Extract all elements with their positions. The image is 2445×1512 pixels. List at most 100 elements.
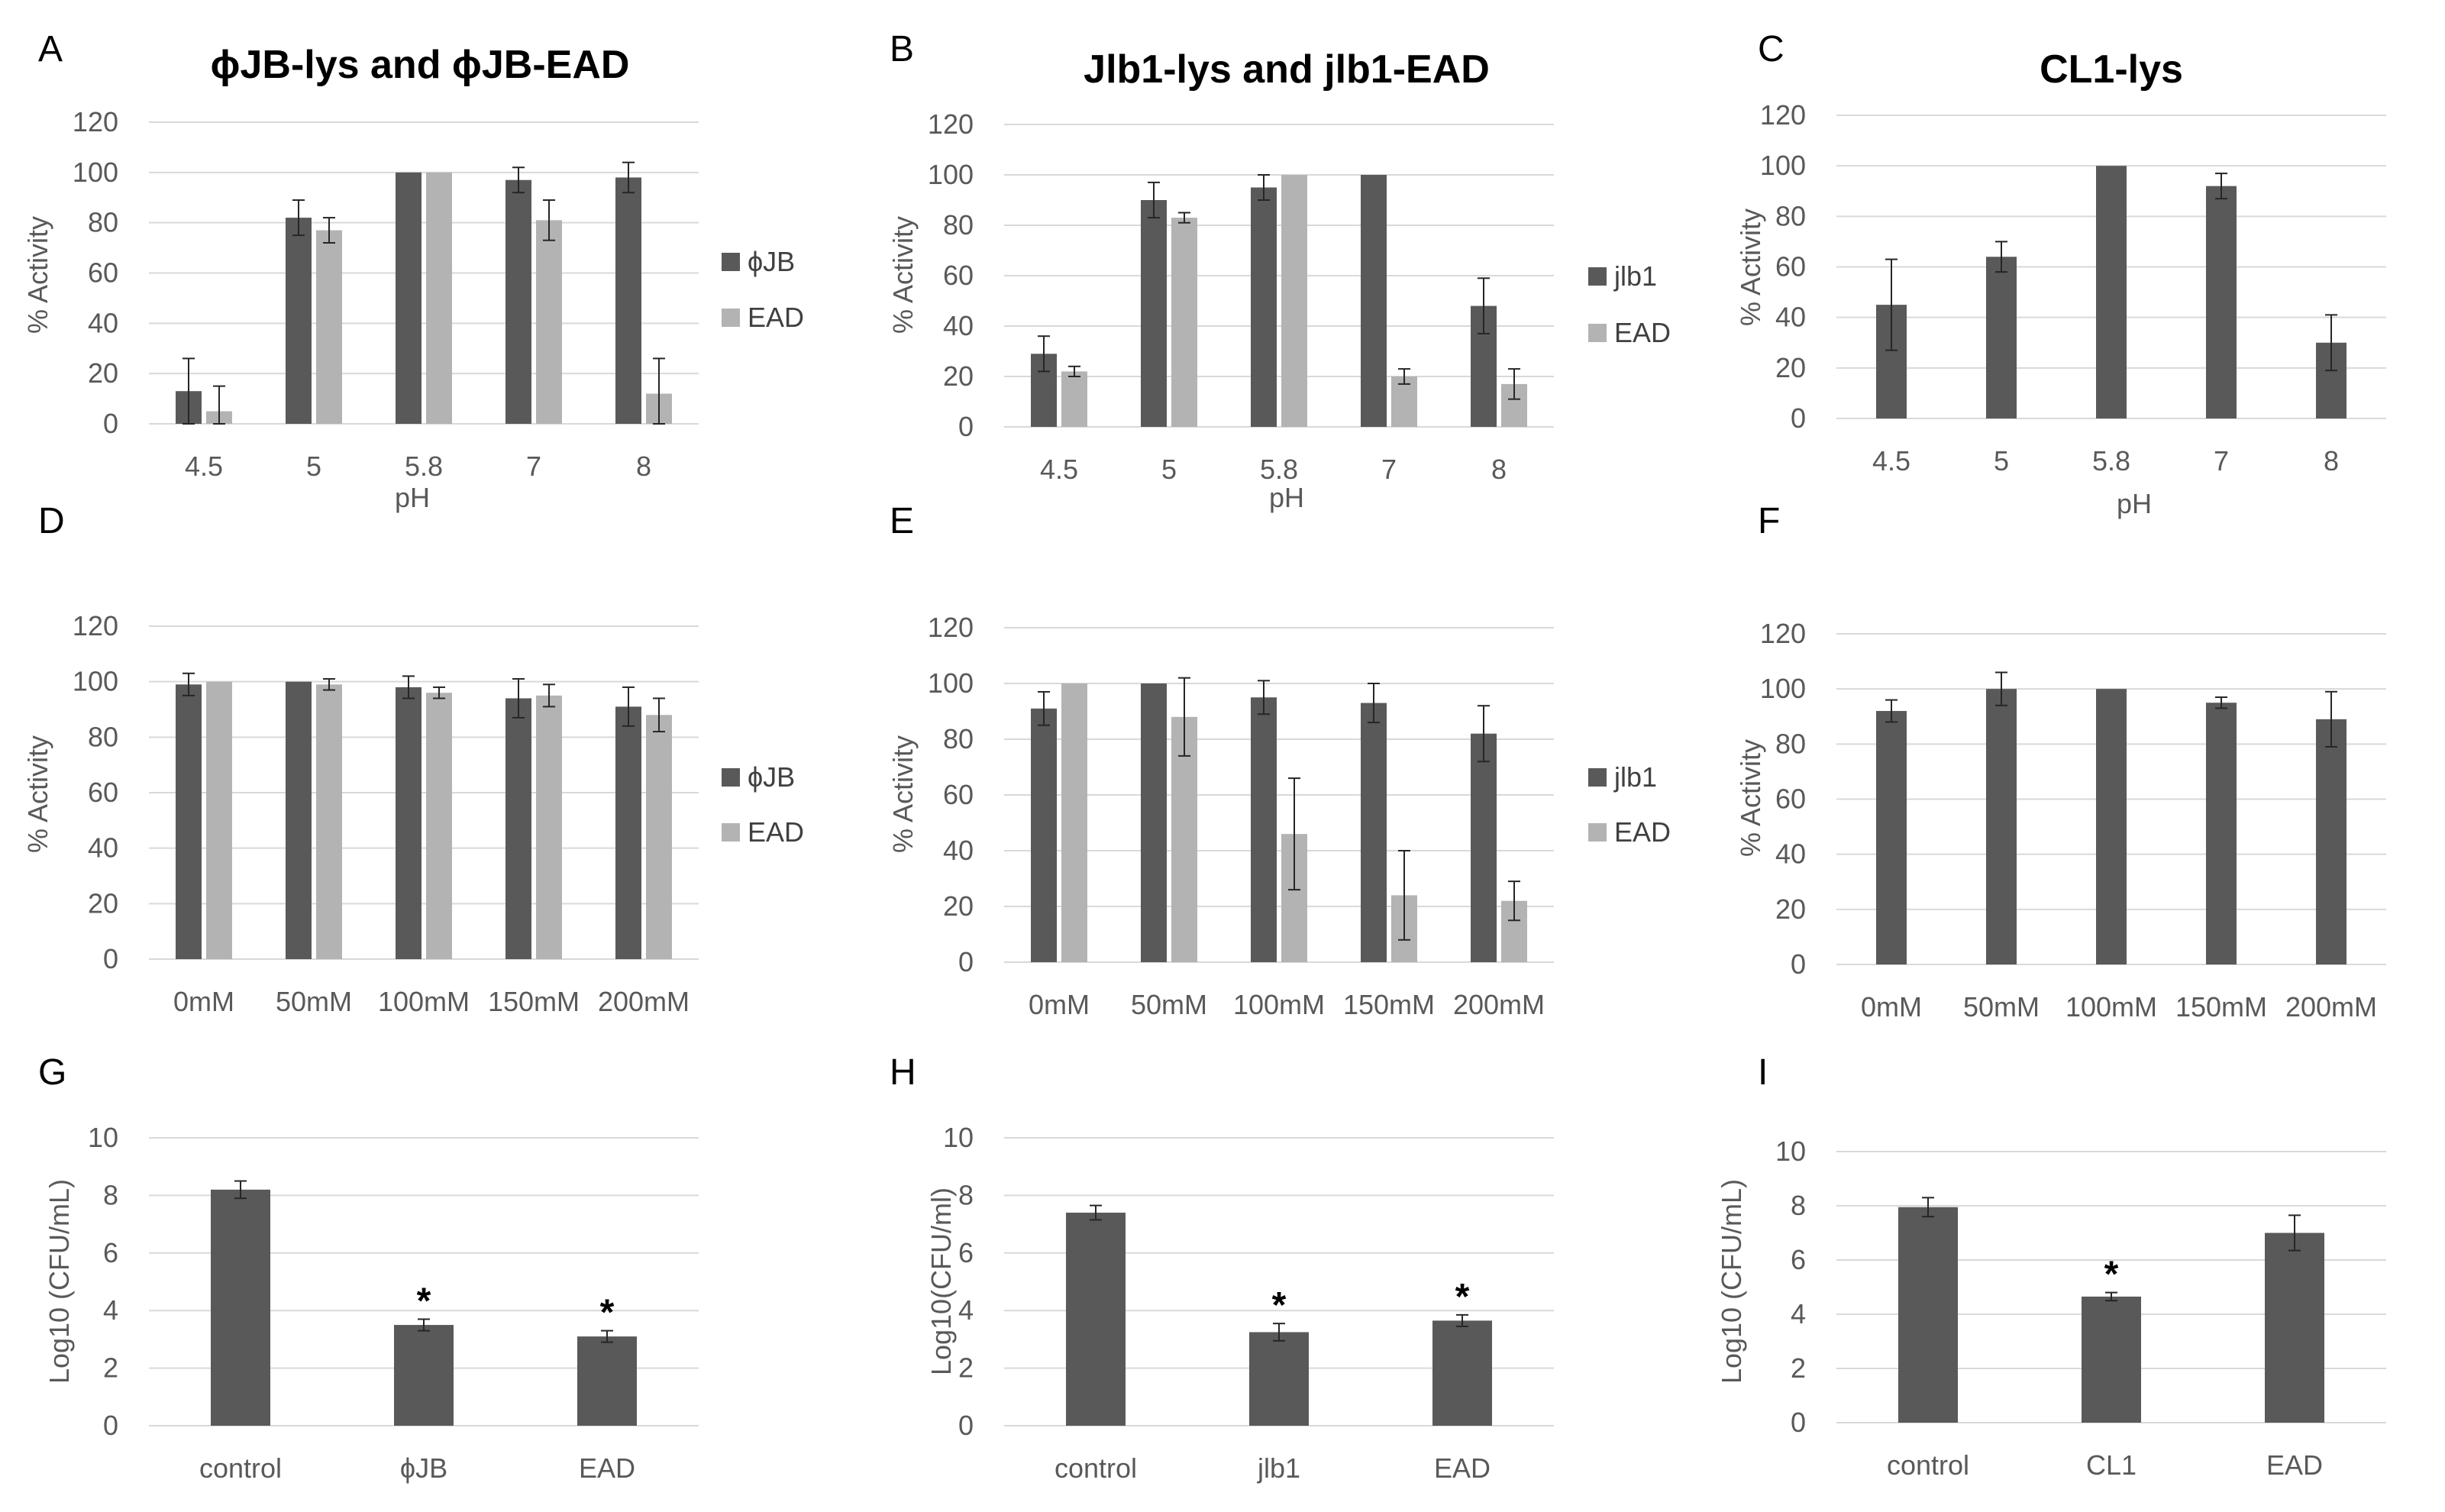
panel-d-ytick-label: 20 — [88, 887, 118, 919]
panel-e-ytick-label: 80 — [943, 723, 974, 754]
panel-h-xtick-label: jlb1 — [1257, 1452, 1300, 1484]
panel-i-bar — [2082, 1296, 2141, 1423]
panel-d-bar — [615, 706, 641, 959]
panel-b-xtick-label: 5.8 — [1260, 454, 1298, 485]
panel-g-xtick-label: control — [199, 1452, 282, 1484]
panel-f-y-axis-label: % Activity — [1735, 739, 1766, 857]
panel-e-ytick-label: 20 — [943, 890, 974, 922]
panel-a-legend-label: EAD — [748, 302, 804, 333]
panel-b-ytick-label: 40 — [943, 310, 974, 341]
panel-f-xtick-label: 100mM — [2065, 991, 2157, 1023]
panel-i-bar — [1898, 1207, 1958, 1423]
panel-d-bar — [426, 693, 452, 959]
panel-d-bar — [505, 698, 531, 959]
panel-e-xtick-label: 100mM — [1233, 989, 1325, 1020]
panel-b-legend-label: jlb1 — [1613, 260, 1657, 292]
panel-d-bar — [396, 687, 421, 959]
panel-e-bar — [1361, 703, 1387, 962]
panel-g-xtick-label: ϕJB — [400, 1452, 447, 1484]
panel-e-ytick-label: 0 — [958, 946, 974, 977]
panel-h-ytick-label: 0 — [958, 1410, 974, 1441]
panel-a-bar — [426, 172, 452, 425]
panel-a-ytick-label: 40 — [88, 307, 118, 338]
panel-a-bar — [615, 177, 641, 424]
panel-a-ytick-label: 20 — [88, 357, 118, 389]
panel-g-ytick-label: 10 — [88, 1122, 118, 1153]
panel-e-legend-swatch — [1588, 768, 1607, 787]
panel-a-ytick-label: 100 — [73, 157, 118, 188]
panel-b-legend-swatch — [1588, 324, 1607, 342]
panel-b-ytick-label: 120 — [928, 108, 974, 140]
panel-h-ytick-label: 4 — [958, 1294, 974, 1326]
panel-b-legend-label: EAD — [1614, 317, 1671, 348]
panel-c-y-axis-label: % Activity — [1735, 208, 1766, 326]
panel-a-bar — [505, 179, 531, 425]
panel-g-ytick-label: 2 — [103, 1352, 118, 1384]
panel-g-xtick-label: EAD — [579, 1452, 635, 1484]
panel-i-xtick-label: EAD — [2266, 1449, 2323, 1481]
panel-a-x-axis-label: pH — [395, 482, 430, 513]
panel-c-xtick-label: 5 — [1994, 445, 2009, 477]
panel-d-bar — [176, 684, 202, 959]
panel-i-bar — [2265, 1233, 2324, 1423]
panel-h-ytick-label: 6 — [958, 1237, 974, 1268]
panel-i-xtick-label: CL1 — [2086, 1449, 2137, 1481]
panel-d-xtick-label: 150mM — [488, 986, 580, 1017]
panel-d-bar — [286, 681, 312, 959]
panel-a-legend-swatch — [722, 309, 740, 327]
panel-d-xtick-label: 0mM — [173, 986, 234, 1017]
panel-b-bar — [1251, 187, 1277, 427]
panel-e-ytick-label: 40 — [943, 835, 974, 866]
panel-d-bar — [646, 715, 672, 959]
panel-a-xtick-label: 5.8 — [405, 451, 443, 482]
panel-f-xtick-label: 0mM — [1861, 991, 1922, 1023]
panel-h-ytick-label: 8 — [958, 1179, 974, 1210]
panel-e-xtick-label: 150mM — [1343, 989, 1435, 1020]
panel-c-ytick-label: 100 — [1760, 150, 1806, 181]
panel-b-bar — [1141, 200, 1167, 427]
panel-c-xtick-label: 8 — [2324, 445, 2339, 477]
panel-f-ytick-label: 0 — [1791, 948, 1806, 980]
panel-e-legend-swatch — [1588, 823, 1607, 842]
panel-h-significance-star: * — [1272, 1285, 1287, 1326]
panel-i-ytick-label: 0 — [1791, 1407, 1806, 1438]
panel-d-bar — [536, 695, 562, 959]
panel-e-legend-label: jlb1 — [1613, 761, 1657, 793]
panel-d-xtick-label: 50mM — [276, 986, 352, 1017]
panel-c-bar — [2206, 186, 2237, 418]
panel-b-legend-swatch — [1588, 267, 1607, 286]
panel-e-bar — [1141, 683, 1167, 962]
panel-c-letter: C — [1758, 29, 1784, 69]
panel-g-significance-star: * — [600, 1293, 615, 1333]
panel-f-xtick-label: 200mM — [2285, 991, 2377, 1023]
panel-h-bar — [1249, 1332, 1309, 1426]
panel-b-ytick-label: 60 — [943, 260, 974, 291]
panel-e-legend-label: EAD — [1614, 816, 1671, 848]
panel-f-bar — [2096, 689, 2127, 964]
panel-g-ytick-label: 8 — [103, 1179, 118, 1210]
panel-e-xtick-label: 50mM — [1131, 989, 1207, 1020]
panel-d-xtick-label: 200mM — [598, 986, 690, 1017]
panel-d-legend-swatch — [722, 768, 740, 787]
panel-e-xtick-label: 0mM — [1029, 989, 1090, 1020]
panel-h-xtick-label: control — [1055, 1452, 1137, 1484]
panel-b-bar — [1171, 218, 1197, 427]
panel-f-xtick-label: 150mM — [2175, 991, 2267, 1023]
panel-b-x-axis-label: pH — [1269, 482, 1304, 513]
panel-e-bar — [1251, 697, 1277, 962]
panel-h-ytick-label: 10 — [943, 1122, 974, 1153]
panel-f-ytick-label: 20 — [1775, 893, 1806, 925]
panel-d-legend-swatch — [722, 823, 740, 842]
panel-i-xtick-label: control — [1887, 1449, 1969, 1481]
panel-d-ytick-label: 40 — [88, 832, 118, 864]
panel-f-bar — [1986, 689, 2017, 964]
panel-e-bar — [1031, 708, 1057, 962]
panel-g-ytick-label: 4 — [103, 1294, 118, 1326]
panel-b-y-axis-label: % Activity — [887, 216, 919, 334]
panel-a-bar — [396, 172, 421, 425]
panel-f-bar — [2316, 719, 2346, 964]
panel-c-ytick-label: 0 — [1791, 402, 1806, 434]
panel-e-letter: E — [890, 501, 914, 541]
panel-a-bar — [536, 220, 562, 424]
panel-b-title: Jlb1-lys and jlb1-EAD — [1084, 47, 1490, 92]
